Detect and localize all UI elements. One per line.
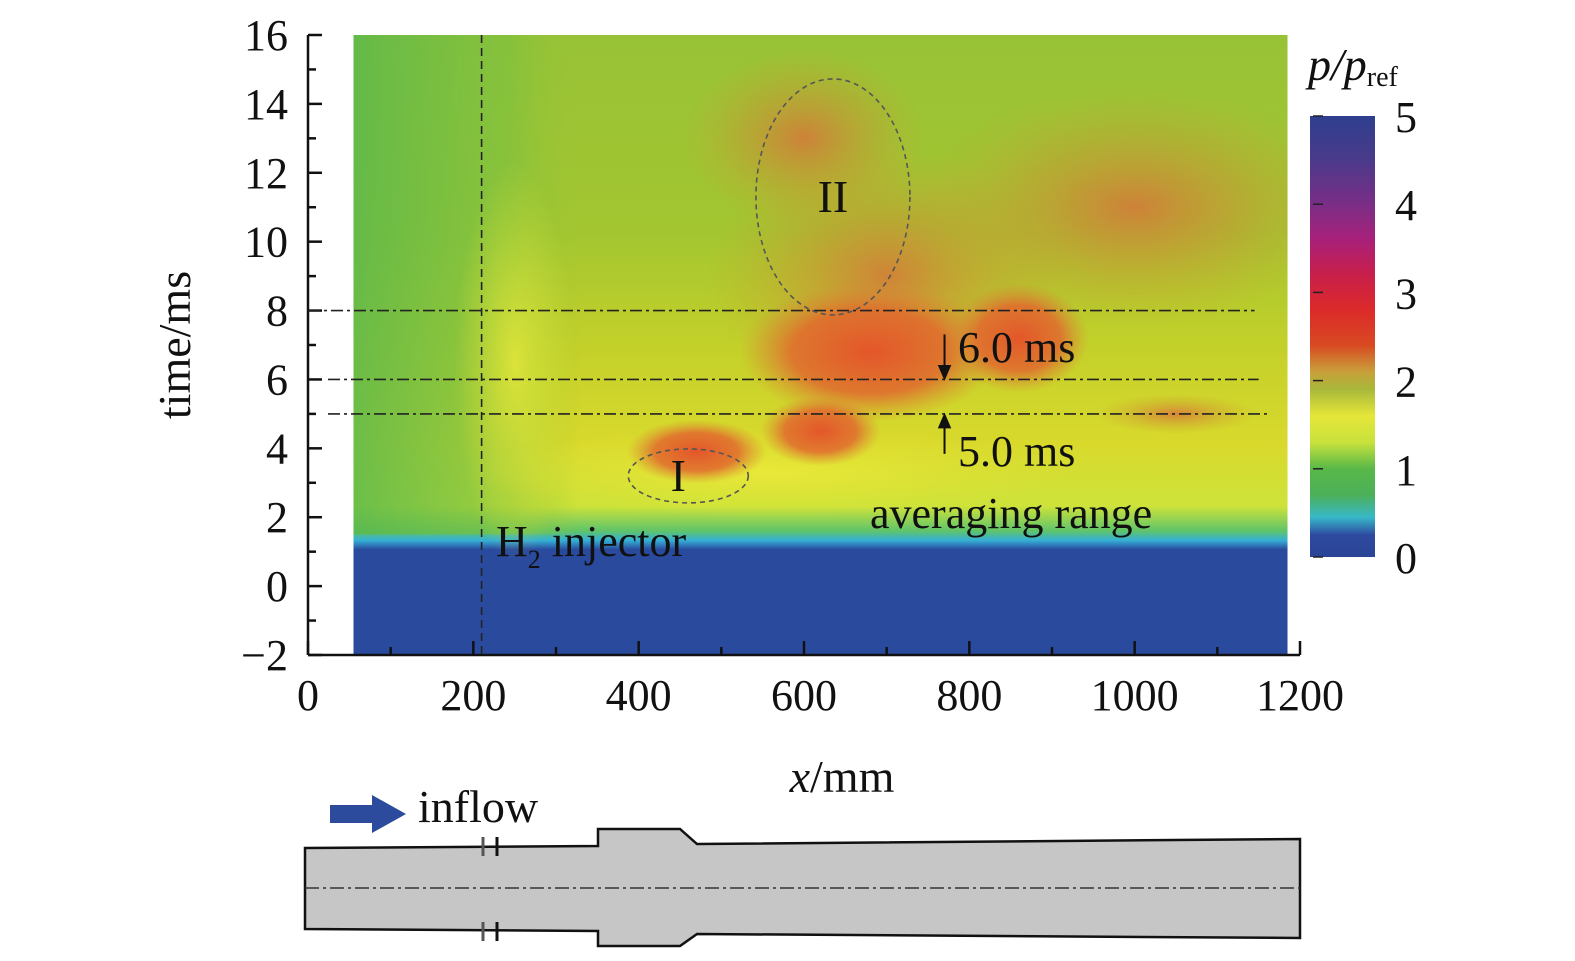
x-tick-label: 1200 (1256, 671, 1344, 720)
averaging-range-label: averaging range (870, 489, 1152, 538)
colorbar-tick-label: 0 (1395, 534, 1417, 583)
y-tick-label: 2 (266, 493, 288, 542)
arrow-up-head (937, 412, 952, 429)
heatmap-field (353, 35, 1288, 655)
avg-end-label: 6.0 ms (958, 323, 1075, 372)
axes (306, 33, 1302, 657)
region-2-outline (755, 78, 911, 316)
x-tick-label: 0 (297, 671, 319, 720)
combustor-schematic: inflow (303, 781, 1302, 948)
colorbar-scale (1310, 116, 1375, 557)
region-1-outline (627, 448, 750, 504)
inflow-arrow-icon (330, 795, 406, 833)
colorbar-tick-label: 5 (1395, 93, 1417, 142)
colorbar-tick-label: 1 (1395, 446, 1417, 495)
x-tick-labels: 0 200 400 600 800 1000 1200 (297, 671, 1344, 720)
y-tick-label: 14 (244, 80, 288, 129)
x-tick-label: 200 (440, 671, 506, 720)
x-axis-label: x/mm (789, 751, 895, 802)
colorbar-tick-label: 3 (1395, 269, 1417, 318)
duct-body (303, 827, 1302, 948)
x-tick-label: 1000 (1091, 671, 1179, 720)
colorbar: 0 1 2 3 4 5 p/pref (1305, 39, 1417, 583)
x-tick-label: 400 (606, 671, 672, 720)
avg-start-label: 5.0 ms (958, 427, 1075, 476)
averaging-arrows (937, 334, 952, 454)
y-tick-label: −2 (241, 631, 288, 680)
colorbar-tick-label: 4 (1395, 181, 1417, 230)
inflow-label: inflow (418, 781, 539, 832)
y-tick-label: 16 (244, 11, 288, 60)
y-axis-label: time/ms (149, 271, 200, 419)
injector-label: H2 injector (496, 517, 687, 574)
y-tick-label: 10 (244, 218, 288, 267)
region-1-label: I (671, 450, 686, 501)
y-tick-labels: −2 0 2 4 6 8 10 12 14 16 (241, 11, 288, 680)
region-2-label: II (818, 171, 849, 222)
x-tick-label: 800 (936, 671, 1002, 720)
y-tick-label: 0 (266, 562, 288, 611)
reference-lines (308, 35, 1267, 655)
y-tick-label: 12 (244, 149, 288, 198)
y-tick-label: 6 (266, 355, 288, 404)
y-tick-label: 4 (266, 424, 288, 473)
y-tick-label: 8 (266, 287, 288, 336)
colorbar-title: p/pref (1305, 39, 1399, 93)
x-tick-label: 600 (771, 671, 837, 720)
colorbar-tick-label: 2 (1395, 358, 1417, 407)
arrow-down-head (937, 364, 952, 381)
